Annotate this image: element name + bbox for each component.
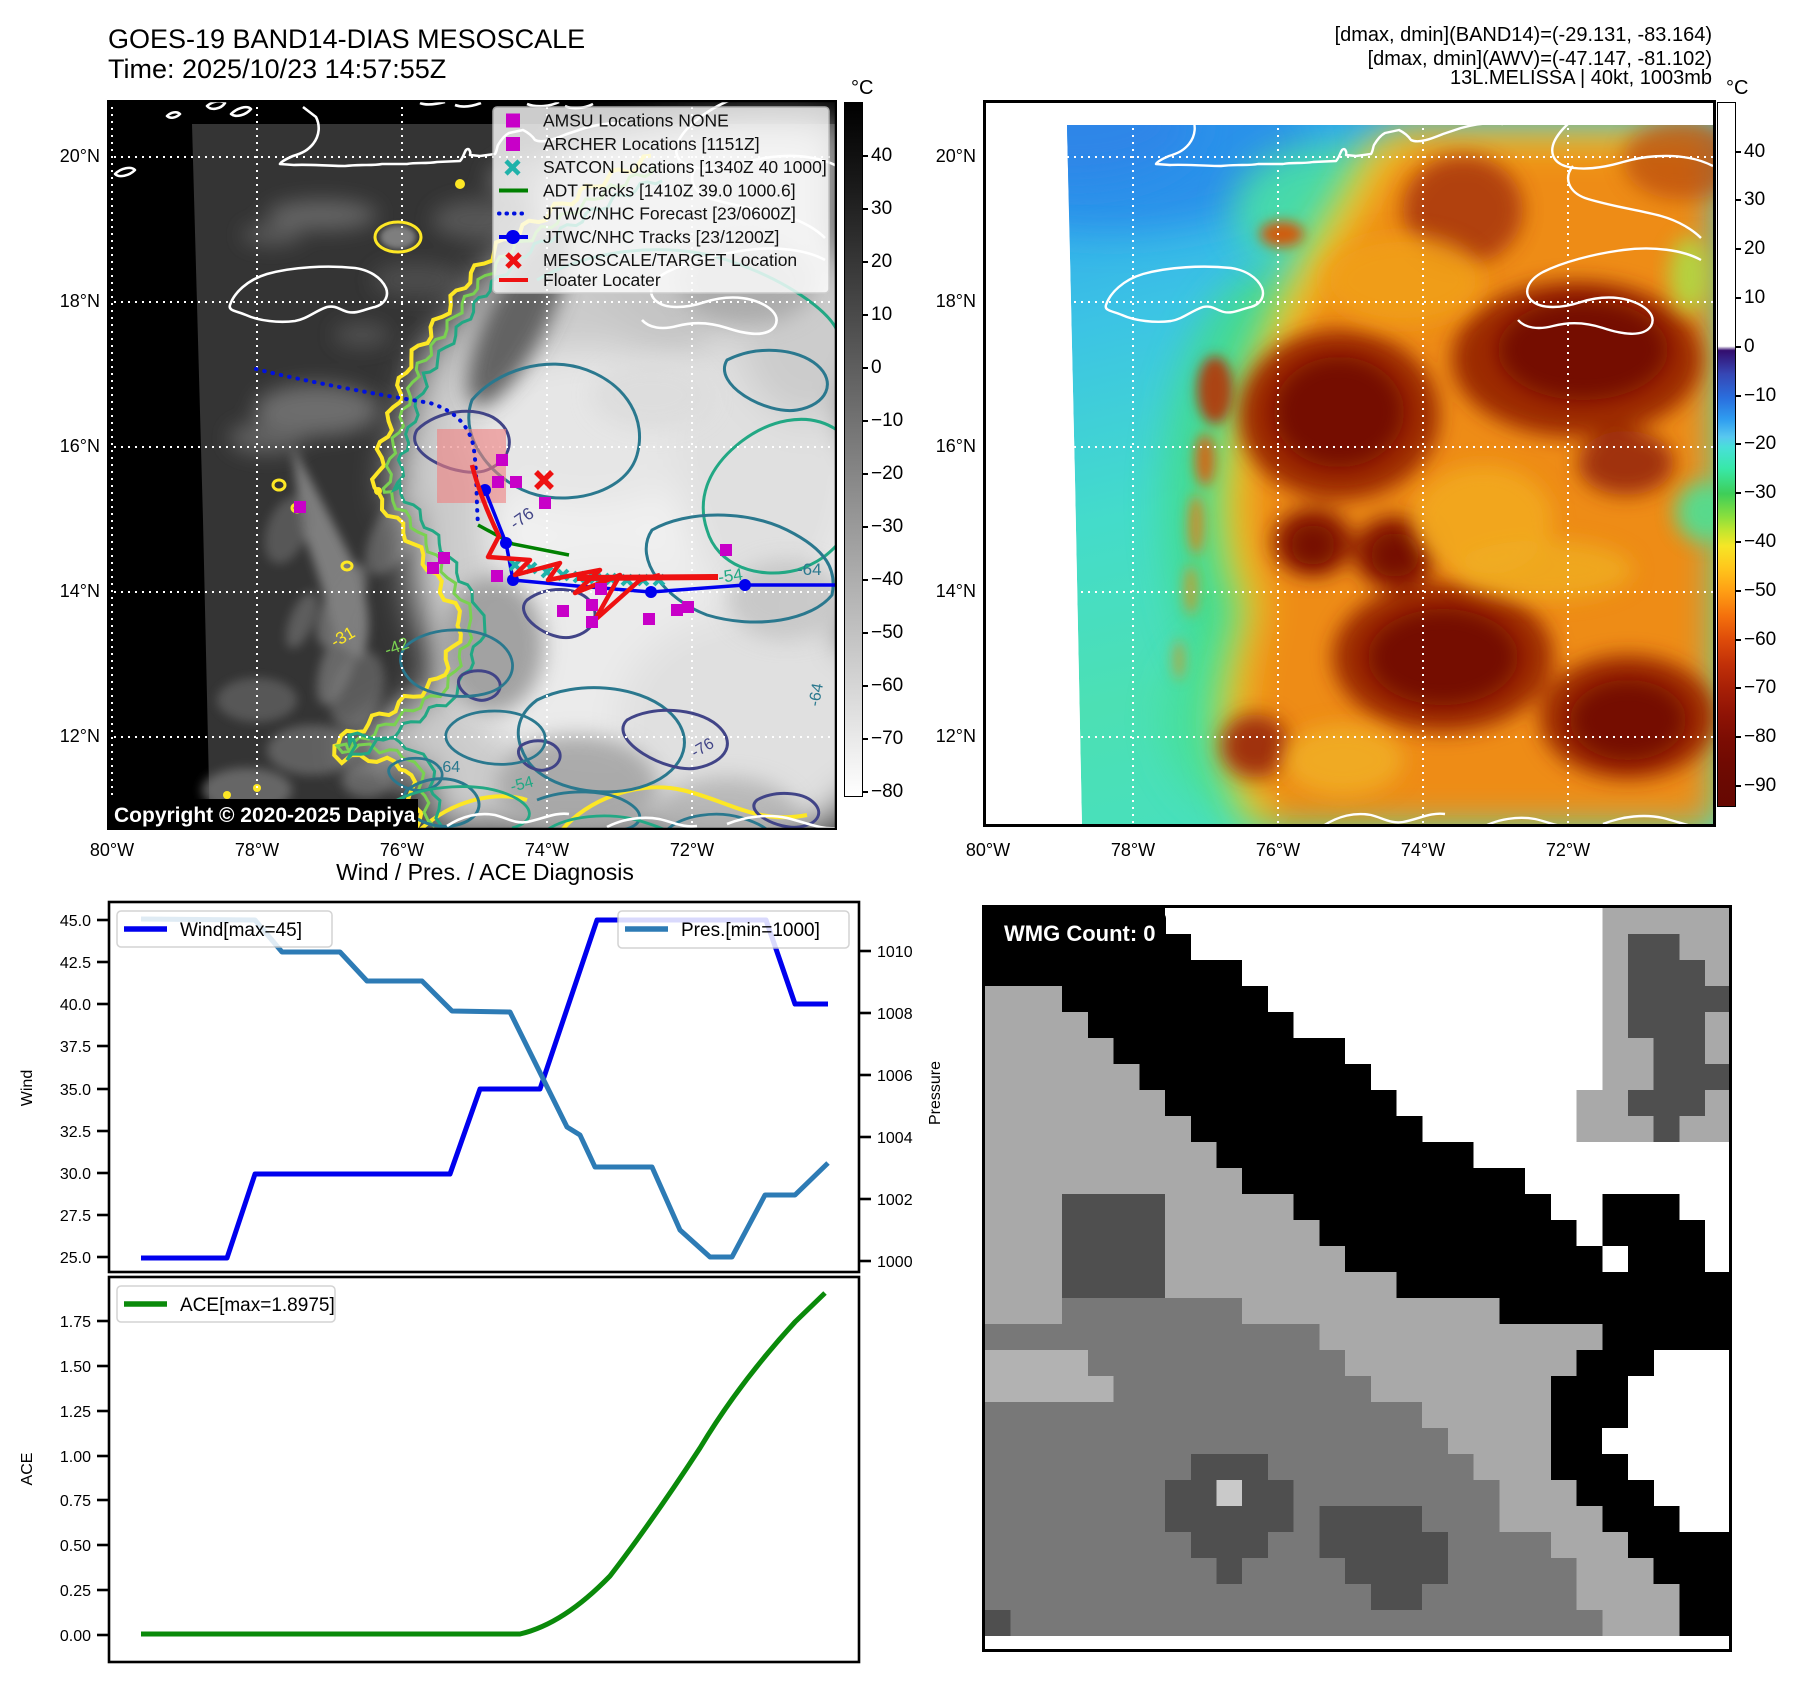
svg-text:Wind[max=45]: Wind[max=45] bbox=[180, 920, 302, 941]
svg-text:32.5: 32.5 bbox=[60, 1124, 91, 1141]
svg-text:0.75: 0.75 bbox=[60, 1493, 91, 1510]
svg-text:40.0: 40.0 bbox=[60, 997, 91, 1014]
svg-text:-54: -54 bbox=[717, 565, 744, 587]
svg-text:1.00: 1.00 bbox=[60, 1449, 91, 1466]
svg-text:0.25: 0.25 bbox=[60, 1583, 91, 1600]
svg-text:WMG Count: 0: WMG Count: 0 bbox=[1004, 921, 1156, 946]
svg-text:-64: -64 bbox=[806, 682, 827, 708]
svg-text:27.5: 27.5 bbox=[60, 1208, 91, 1225]
svg-text:35.0: 35.0 bbox=[60, 1082, 91, 1099]
svg-text:1010: 1010 bbox=[877, 944, 913, 961]
svg-text:-64: -64 bbox=[797, 560, 822, 579]
svg-text:-54: -54 bbox=[509, 773, 536, 795]
svg-text:ADT Tracks [1410Z 39.0 1000.6]: ADT Tracks [1410Z 39.0 1000.6] bbox=[543, 181, 796, 201]
svg-text:ACE: ACE bbox=[19, 1453, 36, 1486]
svg-text:0.50: 0.50 bbox=[60, 1538, 91, 1555]
svg-text:Wind / Pres. / ACE Diagnosis: Wind / Pres. / ACE Diagnosis bbox=[336, 859, 634, 885]
svg-text:Pres.[min=1000]: Pres.[min=1000] bbox=[681, 920, 820, 941]
svg-text:42.5: 42.5 bbox=[60, 955, 91, 972]
svg-text:AMSU Locations NONE: AMSU Locations NONE bbox=[543, 111, 729, 131]
svg-text:1.75: 1.75 bbox=[60, 1314, 91, 1331]
svg-text:37.5: 37.5 bbox=[60, 1039, 91, 1056]
svg-text:ACE[max=1.8975]: ACE[max=1.8975] bbox=[180, 1295, 335, 1316]
svg-text:45.0: 45.0 bbox=[60, 913, 91, 930]
svg-text:Floater Locater: Floater Locater bbox=[543, 270, 661, 290]
svg-text:JTWC/NHC Tracks [23/1200Z]: JTWC/NHC Tracks [23/1200Z] bbox=[543, 227, 779, 247]
svg-text:1.50: 1.50 bbox=[60, 1359, 91, 1376]
svg-text:ARCHER Locations [1151Z]: ARCHER Locations [1151Z] bbox=[543, 134, 760, 154]
svg-text:MESOSCALE/TARGET Location: MESOSCALE/TARGET Location bbox=[543, 250, 797, 270]
svg-text:1006: 1006 bbox=[877, 1068, 913, 1085]
svg-text:SATCON Locations [1340Z 40 100: SATCON Locations [1340Z 40 1000] bbox=[543, 157, 827, 177]
svg-text:Pressure: Pressure bbox=[927, 1061, 944, 1125]
svg-text:1.25: 1.25 bbox=[60, 1404, 91, 1421]
svg-text:0.00: 0.00 bbox=[60, 1628, 91, 1645]
svg-text:JTWC/NHC Forecast [23/0600Z]: JTWC/NHC Forecast [23/0600Z] bbox=[543, 204, 796, 224]
svg-text:30.0: 30.0 bbox=[60, 1166, 91, 1183]
svg-text:1008: 1008 bbox=[877, 1006, 913, 1023]
svg-text:Copyright © 2020-2025 Dapiya: Copyright © 2020-2025 Dapiya bbox=[114, 804, 416, 827]
svg-text:25.0: 25.0 bbox=[60, 1250, 91, 1267]
svg-text:1002: 1002 bbox=[877, 1192, 913, 1209]
svg-text:1000: 1000 bbox=[877, 1254, 913, 1271]
svg-text:-64: -64 bbox=[437, 759, 460, 776]
svg-text:1004: 1004 bbox=[877, 1130, 913, 1147]
svg-text:Wind: Wind bbox=[19, 1070, 36, 1106]
